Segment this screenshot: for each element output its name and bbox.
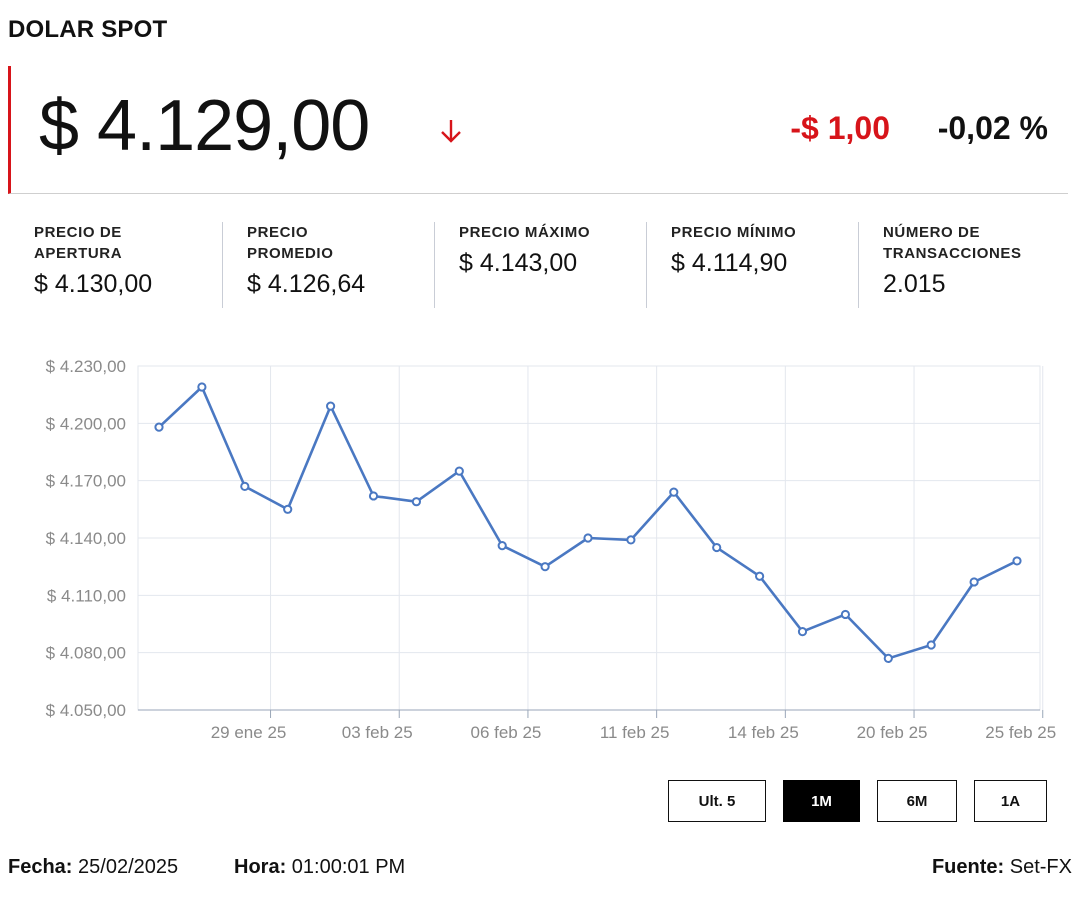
- x-tick-label: 29 ene 25: [211, 723, 287, 742]
- series-line: [158, 385, 1018, 660]
- range-button-1a[interactable]: 1A: [974, 780, 1047, 822]
- footer-source: Fuente: Set-FX: [932, 856, 1072, 879]
- y-tick-label: $ 4.050,00: [46, 701, 126, 720]
- stat-label-line: PRECIO: [247, 224, 309, 241]
- current-price: $ 4.129,00: [39, 86, 370, 166]
- stat-label-line: PROMEDIO: [247, 245, 334, 262]
- stat-label-line: PRECIO MÁXIMO: [459, 224, 591, 241]
- data-point[interactable]: [883, 653, 893, 663]
- y-axis-ticks: $ 4.050,00 $ 4.080,00 $ 4.110,00 $ 4.140,00…: [46, 357, 126, 720]
- data-point[interactable]: [454, 466, 464, 476]
- x-tick-label: 14 feb 25: [728, 723, 799, 742]
- data-point[interactable]: [326, 401, 336, 411]
- data-point[interactable]: [755, 571, 765, 581]
- y-tick-label: $ 4.200,00: [46, 414, 126, 433]
- data-point[interactable]: [283, 504, 293, 514]
- y-tick-label: $ 4.080,00: [46, 644, 126, 663]
- range-button-1m[interactable]: 1M: [783, 780, 860, 822]
- data-point[interactable]: [669, 487, 679, 497]
- chart-series: [154, 382, 1022, 663]
- data-point[interactable]: [583, 533, 593, 543]
- stat-value: 2.015: [883, 270, 946, 298]
- stat-value: $ 4.143,00: [459, 249, 578, 277]
- stat-average-price: PRECIO PROMEDIO $ 4.126,64: [222, 222, 434, 308]
- stat-label: NÚMERO DE TRANSACCIONES: [883, 222, 1070, 264]
- footer-source-label: Fuente:: [931, 856, 1005, 878]
- footer-date: Fecha: 25/02/2025: [8, 856, 178, 879]
- stat-label-line: NÚMERO DE: [883, 224, 981, 241]
- stat-label-line: PRECIO MÍNIMO: [671, 224, 797, 241]
- x-tick-label: 20 feb 25: [857, 723, 928, 742]
- footer-time-value: 01:00:01 PM: [291, 856, 406, 878]
- stat-transactions: NÚMERO DE TRANSACCIONES 2.015: [858, 222, 1070, 308]
- footer-date-value: 25/02/2025: [78, 856, 179, 878]
- stat-label-line: TRANSACCIONES: [883, 245, 1022, 262]
- footer-time-label: Hora:: [234, 856, 287, 878]
- data-point[interactable]: [154, 422, 164, 432]
- x-tick-label: 11 feb 25: [600, 723, 670, 742]
- y-tick-label: $ 4.230,00: [46, 357, 126, 376]
- price-line-chart: $ 4.050,00 $ 4.080,00 $ 4.110,00 $ 4.140,00…: [46, 357, 1057, 742]
- y-tick-label: $ 4.140,00: [46, 529, 126, 548]
- data-point[interactable]: [1012, 556, 1022, 566]
- stat-label: PRECIO MÍNIMO: [671, 222, 858, 243]
- data-point[interactable]: [969, 577, 979, 587]
- x-tick-label: 06 feb 25: [470, 723, 541, 742]
- stat-value: $ 4.126,64: [247, 270, 366, 298]
- footer-date-label: Fecha:: [8, 856, 73, 878]
- data-point[interactable]: [797, 627, 808, 637]
- data-point[interactable]: [626, 535, 636, 545]
- data-point[interactable]: [411, 497, 421, 507]
- arrow-down-icon: [441, 120, 461, 143]
- y-tick-label: $ 4.110,00: [47, 586, 126, 605]
- footer-time: Hora: 01:00:01 PM: [234, 856, 405, 879]
- data-point[interactable]: [497, 541, 507, 551]
- page-title: DOLAR SPOT: [8, 16, 168, 43]
- stat-max-price: PRECIO MÁXIMO $ 4.143,00: [434, 222, 646, 308]
- data-point[interactable]: [712, 542, 722, 553]
- stat-min-price: PRECIO MÍNIMO $ 4.114,90: [646, 222, 858, 308]
- data-point[interactable]: [197, 382, 207, 392]
- y-tick-label: $ 4.170,00: [46, 472, 126, 491]
- range-button-6m[interactable]: 6M: [877, 780, 957, 822]
- stat-label: PRECIO MÁXIMO: [459, 222, 646, 243]
- stat-label-line: PRECIO DE: [34, 224, 122, 241]
- data-point[interactable]: [540, 562, 550, 572]
- data-point[interactable]: [368, 491, 379, 501]
- stat-label-line: APERTURA: [34, 245, 123, 262]
- stat-value: $ 4.114,90: [671, 249, 788, 277]
- stat-opening-price: PRECIO DE APERTURA $ 4.130,00: [10, 222, 222, 308]
- chart-grid: [137, 365, 1044, 711]
- price-panel: $ 4.129,00 -$ 1,00 -0,02 %: [8, 66, 1068, 194]
- data-point[interactable]: [926, 640, 936, 650]
- price-change-percent: -0,02 %: [937, 110, 1048, 146]
- x-tick-label: 03 feb 25: [342, 723, 413, 742]
- stat-value: $ 4.130,00: [34, 270, 153, 298]
- stat-label: PRECIO DE APERTURA: [34, 222, 222, 264]
- x-axis-ticks: 29 ene 25 03 feb 25 06 feb 25 11 feb 25 14 f…: [211, 710, 1056, 742]
- price-change: -$ 1,00: [790, 110, 890, 146]
- stat-label: PRECIO PROMEDIO: [247, 222, 434, 264]
- data-point[interactable]: [840, 609, 851, 620]
- x-tick-label: 25 feb 25: [985, 723, 1056, 742]
- stats-row: PRECIO DE APERTURA $ 4.130,00 PRECIO PRO…: [10, 222, 1070, 308]
- range-button-last-5[interactable]: Ult. 5: [668, 780, 766, 822]
- data-point[interactable]: [240, 481, 250, 491]
- footer-source-value: Set-FX: [1009, 856, 1072, 878]
